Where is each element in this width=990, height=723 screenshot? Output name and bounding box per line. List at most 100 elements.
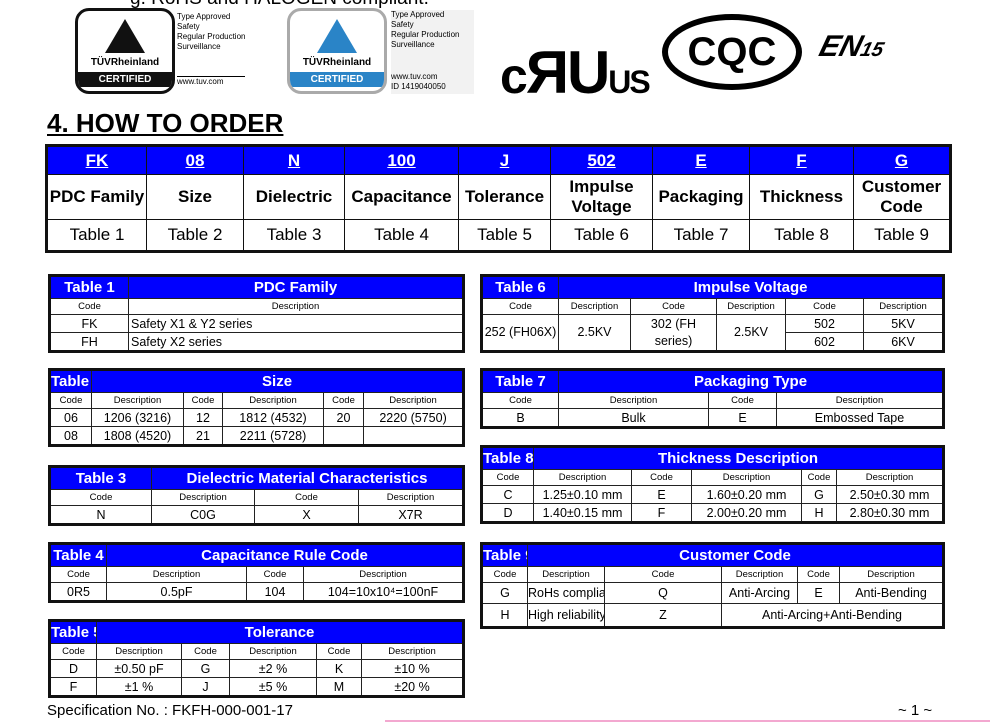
table-cell [362,426,465,446]
table-row: 252 (FH06X) 2.5KV 302 (FH series) 2.5KV 502 5… [481,314,945,352]
table-cell: B [481,408,559,428]
table-cell: 2.5KV [558,314,631,352]
table-cell: 2220 (5750) [362,408,465,427]
order-code-table: FK 08 N 100 J 502 E F G PDC Family Size Dielectric… [45,144,952,253]
cqc-logo: CQC [662,14,802,90]
column-header: Code [181,643,230,660]
table-cell: ±5 % [229,677,317,697]
table-cell: Safety X1 & Y2 series [128,314,464,333]
column-header: Description [558,298,631,315]
column-header: Code [254,489,359,506]
table-cell: 104=10x10⁴=100nF [302,582,465,602]
table-cell: 06 [49,408,92,427]
order-code-cell: J [458,145,551,175]
table-cell: RoHs compliant [527,582,605,604]
table-8-thickness-description: Table 8 Thickness Description Code Descript… [480,445,946,524]
table-row: F ±1 % J ±5 % M ±20 % [49,677,465,697]
order-code-cell: E [652,145,750,175]
order-label-cell: Customer Code [853,174,951,220]
table-cell [323,426,364,446]
compliance-note: g. RoHS and HALOGEN compliant. [130,0,429,10]
enec-logo: EN15 [815,30,887,63]
table-1-pdc-family: Table 1 PDC Family Code Description FK Safety… [48,274,465,353]
order-label-cell: Packaging [652,174,750,220]
table-cell: 502 [785,314,864,333]
tuv-line: Safety [391,20,414,29]
tuv-brand: TÜVRheinland [302,57,372,68]
table-cell: E [797,582,840,604]
tuv-line: Safety [177,22,200,31]
table-label: Table 1 [49,275,129,299]
table-cell: 1.60±0.20 mm [691,485,802,504]
table-cell: G [481,582,528,604]
table-title: PDC Family [128,275,464,299]
order-label-cell: Dielectric [243,174,345,220]
table-cell: ±10 % [360,659,465,678]
table-cell: C0G [151,505,255,525]
ul-logo: cЯUUS [500,39,651,106]
table-title: Size [90,369,465,393]
table-cell: 1808 (4520) [91,426,184,446]
table-cell: 1812 (4532) [222,408,324,427]
table-cell: High reliability [527,603,605,628]
certified-badge: CERTIFIED [78,72,172,87]
order-ref-cell: Table 7 [652,219,750,252]
order-label-cell: PDC Family [46,174,147,220]
column-header: Description [533,469,632,486]
table-row: C 1.25±0.10 mm E 1.60±0.20 mm G 2.50±0.30 mm [481,485,945,504]
table-row: 06 1206 (3216) 12 1812 (4532) 20 2220 (5750) [49,408,465,427]
table-cell: 2.80±0.30 mm [835,503,945,523]
table-cell: 0.5pF [106,582,247,602]
table-row: FK Safety X1 & Y2 series [49,314,464,333]
table-2-size: Table 2SizeCodeDescriptionCodeDescriptio… [48,368,466,447]
table-cell: 5KV [862,314,945,333]
table-9-customer-code: Table 9Customer CodeCodeDescriptionCodeD… [480,542,946,629]
table-cell: X7R [358,505,464,525]
table-cell: ±0.50 pF [96,659,182,678]
table-cell: Anti-Arcing [721,582,798,604]
column-header: Description [222,392,324,409]
column-header: Code [481,566,528,583]
table-cell: Bulk [558,408,709,428]
table-label: Table 5 [49,620,97,644]
table-row: FH Safety X2 series [49,332,464,352]
table-cell: 2.00±0.20 mm [691,503,802,523]
column-header: Code [481,469,534,486]
column-header: Code [481,298,559,315]
table-title: Customer Code [526,543,945,567]
spec-number: Specification No. : FKFH-000-001-17 [47,702,293,719]
column-header: Code [604,566,722,583]
table-cell: 252 (FH06X) [481,314,559,352]
order-ref-cell: Table 8 [749,219,854,252]
table-cell: 2.5KV [716,314,786,352]
table-cell: J [181,677,230,697]
order-ref-cell: Table 1 [46,219,147,252]
table-cell: 2211 (5728) [222,426,324,446]
table-row: D ±0.50 pF G ±2 % K ±10 % [49,659,465,678]
table-row: 602 6KV [482,332,945,352]
order-ref-cell: Table 4 [344,219,459,252]
tuv-certified-logo-blue: TÜVRheinland CERTIFIED [287,8,387,94]
column-header: Code [801,469,837,486]
table-cell: G [801,485,837,504]
table-cell: ±1 % [96,677,182,697]
table-label: Table 7 [481,369,559,393]
tuv-line: Surveillance [391,40,435,49]
table-cell: 302 (FH series) [630,314,717,352]
table-cell: 1.40±0.15 mm [533,503,632,523]
order-ref-cell: Table 2 [146,219,244,252]
order-code-cell: F [749,145,854,175]
order-code-cell: G [853,145,951,175]
table-title: Impulse Voltage [557,275,945,299]
table-cell: E [708,408,777,428]
table-cell: Safety X2 series [128,332,464,352]
tuv-triangle-icon [105,19,145,53]
tuv1-text: Type Approved Safety Regular Production … [177,12,246,87]
order-ref-cell: Table 5 [458,219,551,252]
order-label-cell: Tolerance [458,174,551,220]
table-row: B Bulk E Embossed Tape [481,408,945,428]
table-cell: 0R5 [49,582,107,602]
order-code-cell: 502 [550,145,653,175]
order-ref-cell: Table 3 [243,219,345,252]
column-header: Description [91,392,184,409]
